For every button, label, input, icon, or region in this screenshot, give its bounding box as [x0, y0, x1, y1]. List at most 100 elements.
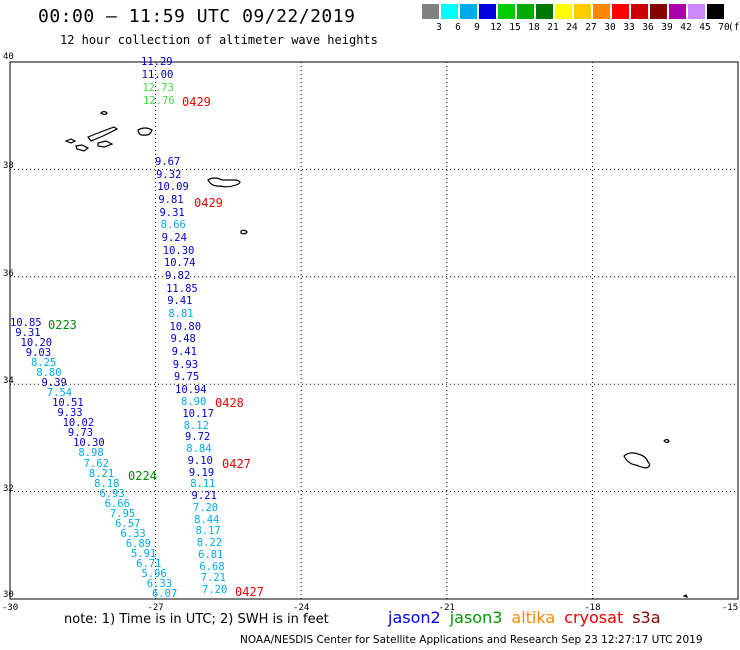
- satellite-name: jason2: [388, 608, 441, 627]
- pass-time-tag: 0224: [128, 469, 157, 483]
- legend-tick-label: 12: [490, 22, 502, 33]
- wave-height-value: 9.39: [41, 377, 67, 390]
- latitude-label: 38: [3, 161, 14, 172]
- island-porto-santo: [663, 438, 670, 444]
- wave-height-value: 7.95: [109, 507, 136, 520]
- longitude-label: -24: [293, 603, 310, 613]
- wave-height-value: 6.93: [99, 487, 125, 500]
- wave-height-value: 8.12: [183, 419, 209, 432]
- legend-tick-label: 6: [455, 22, 461, 33]
- island-sao-miguel-north: [137, 127, 153, 136]
- legend-unit: (ft): [728, 22, 740, 33]
- wave-height-value: 9.03: [25, 347, 52, 360]
- pass-time-tag: 0427: [235, 585, 264, 599]
- wave-height-value: 8.25: [31, 357, 57, 370]
- legend-swatch: [422, 4, 439, 19]
- legend-swatch: [707, 4, 724, 19]
- wave-height-value: 11.85: [166, 282, 198, 295]
- legend-swatch: [669, 4, 686, 19]
- wave-height-value: 8.11: [190, 478, 216, 491]
- wave-height-value: 7.62: [83, 457, 109, 470]
- wave-height-value: 8.98: [78, 447, 104, 460]
- wave-height-value: 6.57: [115, 517, 141, 530]
- wave-height-value: 6.07: [152, 588, 178, 600]
- longitude-label: -15: [721, 603, 739, 613]
- wave-height-value: 9.24: [161, 232, 187, 244]
- legend-tick-label: 15: [509, 22, 521, 33]
- legend-swatch: [517, 4, 534, 19]
- legend-tick-label: 39: [661, 22, 673, 33]
- chart-title: 00:00 – 11:59 UTC 09/22/2019: [38, 6, 356, 27]
- legend-swatch: [631, 4, 648, 19]
- island-madeira: [623, 452, 651, 469]
- wave-height-value: 10.20: [20, 337, 53, 350]
- wave-height-value: 10.51: [52, 397, 84, 410]
- wave-height-value: 5.91: [130, 547, 157, 560]
- wave-height-value: 7.21: [200, 572, 226, 585]
- legend-tick-label: 3: [436, 22, 442, 33]
- wave-height-value: 6.81: [198, 548, 224, 561]
- satellite-name: cryosat: [564, 608, 624, 627]
- wave-height-value: 8.22: [196, 537, 223, 549]
- legend-tick-label: 9: [474, 22, 480, 33]
- satellite-name: s3a: [632, 608, 661, 627]
- legend-swatch: [612, 4, 629, 19]
- satellite-name: jason3: [449, 608, 503, 627]
- legend-tick-label: 33: [623, 22, 635, 33]
- island-graciosa: [64, 138, 77, 144]
- wave-height-value: 9.32: [156, 168, 182, 181]
- pass-time-tag: 0427: [222, 457, 251, 471]
- satellite-name: altika: [511, 608, 556, 627]
- wave-height-value: 7.54: [46, 387, 73, 400]
- legend-swatch: [688, 4, 705, 19]
- pass-time-tag: 0429: [194, 196, 223, 210]
- legend-tick-label: 21: [547, 22, 559, 33]
- wave-height-value: 10.09: [157, 181, 189, 194]
- wave-height-value: 9.41: [167, 295, 193, 308]
- legend-tick-label: 42: [680, 22, 692, 33]
- island-faial-pico: [87, 126, 119, 142]
- legend-swatch: [479, 4, 496, 19]
- wave-height-value: 8.80: [36, 367, 62, 380]
- wave-height-value: 10.80: [169, 320, 202, 333]
- wave-height-value: 6.71: [136, 557, 162, 570]
- latitude-label: 36: [3, 268, 14, 279]
- wave-height-value: 10.17: [182, 407, 214, 420]
- wave-height-value: 10.30: [162, 244, 195, 257]
- legend-tick-label: 18: [528, 22, 540, 33]
- island-sao-miguel: [207, 177, 241, 188]
- legend-tick-label: 36: [642, 22, 654, 33]
- wave-height-value: 9.93: [172, 358, 199, 371]
- wave-height-value: 6.33: [120, 527, 146, 540]
- wave-height-value: 12.76: [143, 95, 175, 107]
- wave-height-value: 12.73: [142, 82, 174, 94]
- island-terceira: [75, 144, 90, 152]
- wave-height-value: 8.21: [88, 467, 115, 480]
- wave-height-value: 11.00: [141, 69, 174, 81]
- wave-height-value: 6.68: [199, 560, 225, 573]
- wave-height-value: 10.94: [175, 384, 207, 396]
- island-flores: [100, 110, 108, 116]
- legend-swatch: [555, 4, 572, 19]
- legend-swatch: [460, 4, 477, 19]
- wave-height-value: 5.96: [141, 567, 167, 580]
- footer-credit: NOAA/NESDIS Center for Satellite Applica…: [240, 634, 703, 646]
- map-frame: [9, 61, 739, 600]
- wave-height-value: 8.18: [94, 477, 120, 490]
- wave-height-value: 7.20: [192, 501, 219, 514]
- wave-height-value: 9.31: [159, 206, 185, 219]
- wave-height-value: 9.10: [187, 454, 213, 467]
- wave-height-value: 8.84: [186, 443, 212, 455]
- wave-height-value: 9.48: [170, 333, 196, 346]
- legend-swatch: [650, 4, 667, 19]
- wave-height-value: 9.19: [188, 466, 215, 479]
- pass-time-tag: 0428: [215, 396, 244, 410]
- wave-height-value: 9.21: [191, 490, 217, 502]
- wave-height-value: 6.33: [146, 577, 173, 590]
- wave-height-value: 9.41: [171, 346, 197, 358]
- wave-height-value: 9.73: [67, 427, 94, 440]
- wave-height-value: 10.02: [62, 417, 95, 430]
- wave-height-value: 7.20: [202, 584, 228, 596]
- wave-height-value: 9.82: [165, 270, 191, 282]
- longitude-label: -27: [147, 603, 164, 613]
